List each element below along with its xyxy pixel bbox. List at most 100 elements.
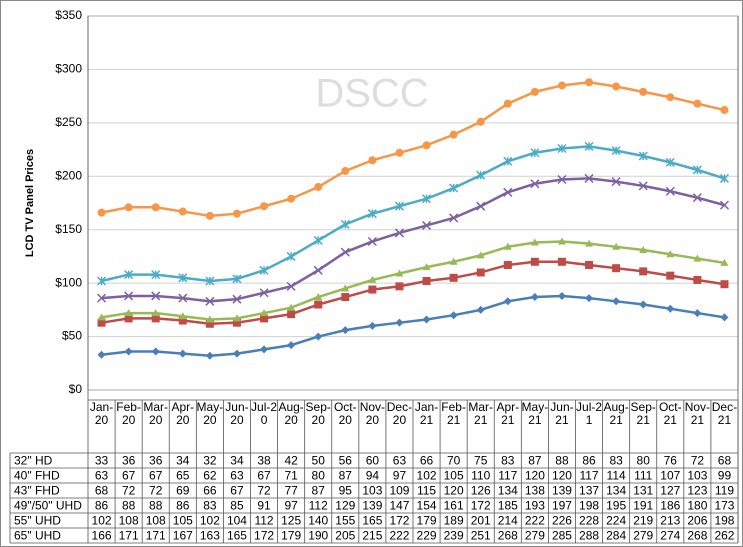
marker: [232, 318, 241, 327]
marker-shape: [394, 201, 404, 211]
category-cell: Nov-21: [684, 401, 711, 427]
marker: [313, 265, 323, 275]
marker: [124, 309, 133, 317]
marker: [476, 251, 485, 259]
marker-shape: [611, 146, 621, 156]
x-tick-label: Nov-21: [684, 401, 711, 427]
marker: [422, 277, 431, 286]
marker: [178, 207, 187, 216]
table-value: 185: [498, 499, 518, 513]
marker-shape: [341, 293, 350, 302]
marker: [340, 219, 350, 229]
x-tick-label: Jul-20: [251, 401, 278, 427]
table-value: 72: [149, 484, 163, 498]
marker: [612, 82, 621, 91]
table-value: 32: [203, 454, 217, 468]
table-value: 251: [471, 529, 491, 543]
marker-shape: [260, 345, 269, 354]
table-value: 228: [579, 514, 599, 528]
marker-shape: [287, 303, 296, 311]
marker-shape: [611, 177, 621, 187]
category-cell: Aug-20: [278, 401, 303, 427]
marker: [666, 304, 675, 313]
marker-shape: [314, 300, 323, 309]
marker: [530, 293, 539, 302]
table-value: 102: [92, 514, 112, 528]
marker-shape: [720, 280, 729, 289]
marker: [394, 228, 404, 238]
marker: [178, 273, 188, 283]
table-value: 87: [528, 454, 542, 468]
marker-shape: [367, 209, 377, 219]
legend-entry: 32" HD: [14, 454, 53, 468]
table-value: 87: [312, 484, 326, 498]
legend-entry: 40" FHD: [14, 469, 60, 483]
table-value: 114: [607, 469, 626, 483]
table-value: 102: [417, 469, 437, 483]
marker: [693, 275, 702, 284]
legend-entry: 55" UHD: [14, 514, 61, 528]
marker-shape: [232, 314, 241, 322]
marker: [449, 183, 459, 193]
table-value: 34: [230, 454, 244, 468]
marker-shape: [368, 285, 377, 294]
series-line: [101, 240, 725, 321]
marker-shape: [368, 275, 377, 283]
marker: [368, 275, 377, 283]
marker: [232, 274, 242, 284]
table-value: 70: [447, 454, 461, 468]
marker: [341, 293, 350, 302]
table-value: 97: [393, 469, 407, 483]
marker: [341, 166, 350, 175]
table-value: 117: [579, 469, 598, 483]
table-value: 108: [146, 514, 166, 528]
table-value: 56: [339, 454, 353, 468]
marker-shape: [314, 182, 323, 191]
y-tick-label: $300: [55, 62, 82, 76]
x-tick-label: Jan-20: [89, 401, 114, 427]
marker: [367, 209, 377, 219]
marker-shape: [97, 318, 106, 327]
table-value: 279: [633, 529, 653, 543]
marker: [287, 341, 296, 350]
marker: [720, 106, 729, 115]
marker: [584, 173, 594, 183]
marker-shape: [395, 318, 404, 327]
table-value: 138: [525, 484, 545, 498]
table-value: 105: [173, 514, 193, 528]
table-value: 68: [718, 454, 732, 468]
x-tick-label: May-21: [521, 401, 549, 427]
category-cell: Jun-21: [550, 401, 574, 427]
x-tick-label: Oct-21: [658, 401, 682, 427]
x-tick-label: Jun-21: [550, 401, 574, 427]
marker-shape: [557, 143, 567, 154]
table-value: 33: [95, 454, 109, 468]
marker: [340, 247, 350, 257]
marker: [719, 200, 729, 210]
marker-shape: [395, 269, 404, 277]
marker-shape: [260, 309, 269, 317]
table-value: 42: [284, 454, 298, 468]
marker-shape: [665, 186, 675, 196]
table-value: 83: [501, 454, 515, 468]
marker-shape: [313, 265, 323, 275]
table-value: 161: [444, 499, 464, 513]
marker: [476, 170, 486, 180]
marker: [287, 194, 296, 203]
marker-shape: [314, 293, 323, 301]
marker: [178, 316, 187, 325]
category-cell: Mar-21: [468, 401, 493, 427]
table-value: 127: [660, 484, 680, 498]
marker-shape: [585, 294, 594, 303]
table-value: 119: [715, 484, 734, 498]
marker: [639, 300, 648, 309]
marker-shape: [367, 236, 377, 246]
marker: [585, 239, 594, 247]
marker: [395, 282, 404, 291]
marker-shape: [557, 237, 566, 245]
marker: [422, 194, 432, 204]
marker: [666, 250, 675, 258]
table-value: 166: [92, 529, 112, 543]
marker: [314, 182, 323, 191]
legend-entry: 43" FHD: [14, 484, 60, 498]
